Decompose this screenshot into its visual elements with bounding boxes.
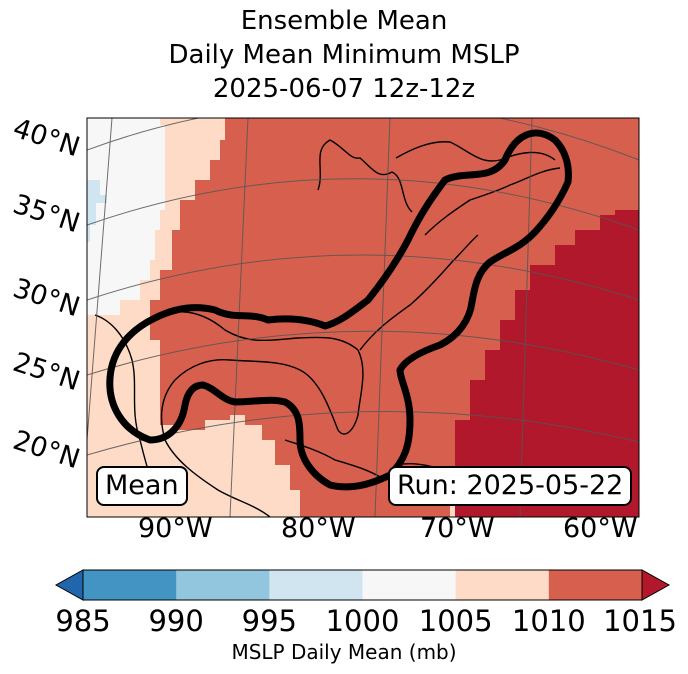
colorbar-extend-low: [54, 569, 84, 601]
colorbar-segment-1005-1010: [455, 570, 550, 600]
field-995-1000: [87, 180, 107, 242]
colorbar-tick-1000: 1000: [325, 604, 400, 638]
lon-label-90w: 90°W: [138, 513, 213, 544]
colorbar-tick-1005: 1005: [418, 604, 493, 638]
colorbar-segment-1000-1005: [362, 570, 457, 600]
mean-label: Mean: [96, 466, 188, 506]
map-panel: [87, 118, 639, 517]
colorbar-tick-995: 995: [241, 604, 298, 638]
colorbar-tick-1015: 1015: [603, 604, 677, 638]
title-line-1: Ensemble Mean: [240, 6, 448, 36]
ensemble-contour: [106, 129, 572, 491]
lon-label-60w: 60°W: [563, 513, 638, 544]
run-date-label: Run: 2025-05-22: [388, 466, 633, 506]
colorbar-tick-1010: 1010: [511, 604, 586, 638]
colorbar-label: MSLP Daily Mean (mb): [231, 640, 457, 664]
map-frame: [86, 117, 640, 518]
lon-label-80w: 80°W: [281, 513, 356, 544]
colorbar-tick-990: 990: [148, 604, 204, 638]
colorbar-segment-995-1000: [269, 570, 363, 600]
colorbar-segment-1010-1015: [548, 570, 643, 600]
colorbar-segment-985-990: [83, 570, 177, 600]
title-line-2: Daily Mean Minimum MSLP: [168, 40, 520, 70]
title-line-3: 2025-06-07 12z-12z: [212, 74, 476, 104]
colorbar-segment-990-995: [176, 570, 270, 600]
field-1000-1005: [87, 118, 165, 315]
colorbar-frame: [82, 569, 643, 601]
colorbar-tick-985: 985: [55, 604, 111, 638]
lon-label-70w: 70°W: [420, 513, 495, 544]
colorbar-extend-high: [641, 569, 671, 601]
colorbar: [54, 569, 671, 601]
